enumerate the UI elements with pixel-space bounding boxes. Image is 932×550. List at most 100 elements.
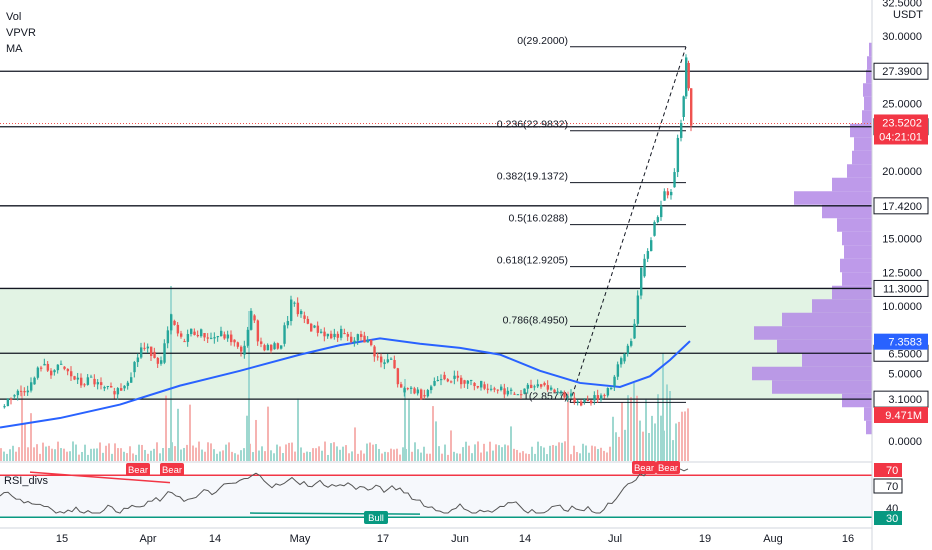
candle-body — [680, 123, 683, 138]
volume-bar — [261, 446, 263, 461]
volume-bar — [351, 451, 353, 461]
volume-bar — [300, 447, 302, 461]
candle-body — [656, 217, 660, 223]
candle-body — [626, 345, 630, 354]
volume-bar — [153, 448, 155, 461]
vpvr-row — [782, 312, 872, 327]
candle-body — [136, 357, 140, 363]
candle-body — [553, 389, 556, 393]
candle-body — [560, 391, 563, 393]
candle-body — [116, 388, 120, 395]
volume-bar — [558, 442, 560, 461]
volume-bar — [123, 451, 125, 461]
volume-bar — [615, 432, 617, 461]
key-level-lines[interactable] — [0, 70, 872, 400]
legend-vpvr[interactable]: VPVR — [6, 27, 36, 39]
candle-body — [270, 344, 273, 351]
volume-bar — [627, 395, 629, 461]
candle-body — [226, 334, 230, 339]
volume-bar — [0, 448, 2, 461]
volume-bar — [231, 451, 233, 461]
volume-bar — [204, 451, 206, 461]
volume-bar — [408, 399, 410, 461]
volume-bar — [51, 448, 53, 461]
volume-bar — [327, 454, 329, 461]
candle-body — [100, 382, 103, 386]
fibonacci-retracement[interactable]: 0(29.2000) 0.236(22.9832) 0.382(19.1372) 0.… — [497, 35, 687, 403]
candle-body — [503, 388, 506, 395]
vpvr-row — [869, 42, 872, 57]
volume-bar — [225, 444, 227, 461]
volume-bar — [426, 453, 428, 461]
volume-bar — [156, 442, 158, 461]
bear-signal-label: Bear — [128, 465, 148, 476]
volume-bar — [444, 444, 446, 461]
candle-body — [436, 379, 440, 382]
volume-bar — [672, 440, 674, 461]
volume-bar — [597, 448, 599, 461]
fib-level-label: 0.382(19.1372) — [497, 171, 568, 183]
candle-body — [403, 388, 406, 393]
volume-bar — [93, 448, 95, 461]
candle-body — [623, 353, 626, 362]
candle-body — [220, 330, 223, 337]
candle-body — [130, 377, 133, 383]
vpvr-row — [794, 191, 872, 205]
volume-bar — [675, 423, 677, 461]
candle-body — [687, 63, 690, 89]
candle-body — [283, 325, 286, 344]
volume-bar — [456, 453, 458, 461]
candle-body — [153, 351, 156, 358]
volume-bar — [216, 453, 218, 461]
volume-bar — [24, 423, 26, 461]
volume-bar — [237, 454, 239, 461]
candle-body — [653, 222, 656, 236]
volume-bar — [513, 448, 515, 461]
candle-body — [370, 340, 373, 346]
volume-bar — [495, 444, 497, 461]
volume-bar — [384, 451, 386, 461]
legend-ma[interactable]: MA — [6, 43, 23, 55]
candle-body — [360, 334, 363, 338]
time-axis[interactable]: 15 Apr 14 May 17 Jun 14 Jul 19 Aug 16 — [56, 533, 854, 545]
accumulation-range-band — [0, 288, 872, 400]
bull-divergence-line — [249, 512, 421, 515]
volume-bar — [465, 441, 467, 461]
volume-bar — [315, 448, 317, 461]
candle-body — [183, 341, 186, 343]
price-axis[interactable]: 32.500030.000025.000022.500020.000015.00… — [873, 0, 929, 525]
vpvr-row — [772, 380, 872, 394]
volume-bar — [654, 423, 656, 461]
rsi-tick-tag — [873, 478, 903, 494]
volume-bar — [552, 445, 554, 461]
volume-bar — [66, 451, 68, 461]
legend-vol[interactable]: Vol — [6, 11, 21, 23]
level-price-tag — [873, 62, 929, 80]
volume-bar — [48, 445, 50, 461]
level-price-tag — [873, 197, 929, 215]
candle-body — [406, 388, 410, 390]
volume-bar — [18, 447, 20, 461]
candle-body — [333, 333, 336, 338]
ma-polyline — [0, 337, 691, 429]
candle-body — [40, 367, 43, 369]
volume-bar — [309, 451, 311, 461]
candle-body — [223, 334, 226, 339]
candle-body — [26, 390, 30, 393]
candle-body — [90, 376, 93, 378]
volume-bar — [39, 453, 41, 461]
candle-body — [280, 345, 283, 349]
rsi-title[interactable]: RSI_divs — [4, 475, 49, 487]
volume-bar — [483, 443, 485, 461]
candle-body — [126, 382, 130, 386]
vpvr-row — [866, 420, 872, 435]
volume-bar — [501, 447, 503, 461]
volume-bar — [573, 445, 575, 461]
vpvr-row — [832, 285, 872, 300]
candle-body — [543, 382, 546, 386]
volume-tag-label: 9.471M — [885, 410, 922, 422]
volume-bar — [189, 404, 191, 461]
bear-signal-tag — [632, 461, 656, 474]
candle-body — [156, 357, 160, 364]
